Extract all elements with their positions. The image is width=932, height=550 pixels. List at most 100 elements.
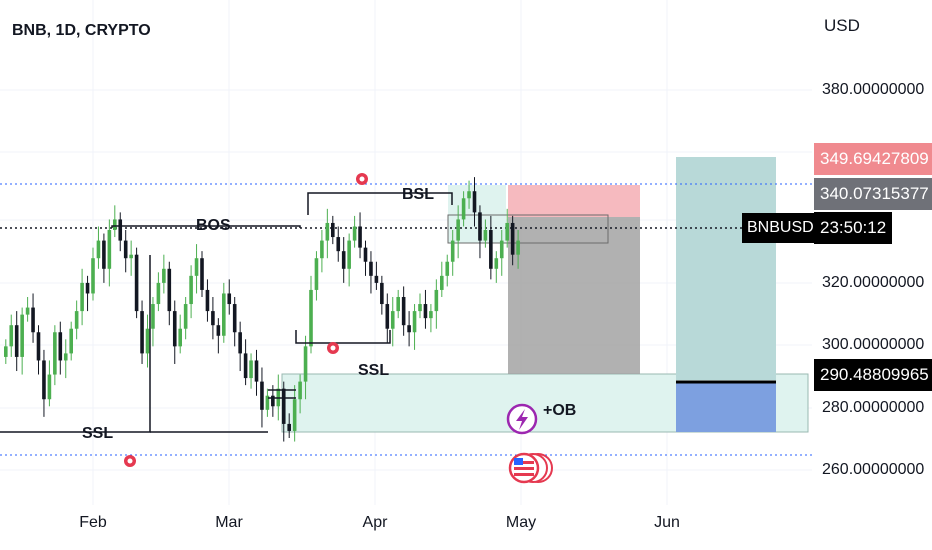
candle-body [434, 289, 439, 312]
candle-body [423, 304, 428, 319]
candle-body [102, 240, 106, 269]
flag-stripes [514, 467, 534, 470]
candles [4, 177, 520, 442]
bsl-label: BSL [402, 186, 434, 203]
candle-body [167, 268, 172, 312]
x-tick-label: Mar [215, 514, 243, 531]
candle-body [352, 226, 357, 241]
x-tick-label: Jun [654, 514, 680, 531]
candle-body [200, 258, 204, 290]
short-stop-zone [508, 185, 640, 217]
candle-body [483, 230, 488, 241]
candle-body [53, 332, 57, 375]
candle-body [232, 304, 237, 333]
candle-body [58, 332, 63, 361]
candle-body [510, 222, 515, 255]
candle-body [341, 251, 346, 269]
candle-body [118, 219, 123, 241]
candle-body [249, 360, 253, 379]
candle-body [145, 328, 150, 354]
currency-label: USD [824, 16, 860, 35]
candle-body [418, 304, 422, 312]
candle-body [189, 275, 193, 305]
candle-body [336, 237, 341, 252]
candle-body [227, 293, 232, 305]
lightning-glyph [516, 409, 528, 430]
candle-body [260, 381, 264, 410]
candle-body [445, 261, 450, 276]
symbol-tag[interactable]: BNBUSD [742, 213, 819, 243]
candle-body [450, 240, 455, 262]
y-tick-label: 280.00000000 [822, 399, 925, 416]
marker-inner [359, 176, 365, 182]
candle-body [183, 304, 188, 329]
candle-body [412, 311, 417, 333]
candle-body [216, 325, 221, 336]
candle-body [440, 275, 444, 290]
candle-body [281, 388, 286, 424]
candle-body [494, 258, 499, 269]
candle-body [325, 222, 330, 241]
ssl-line-mid [295, 330, 391, 344]
candle-body [461, 198, 466, 220]
candle-body [456, 219, 460, 241]
candle-body [222, 293, 226, 336]
candle-body [358, 226, 362, 248]
short-loss-zone [508, 217, 640, 374]
grey-box-outline [447, 214, 609, 244]
candle-body [140, 311, 144, 354]
candle-body [363, 247, 368, 262]
candle-body [9, 325, 14, 347]
marker-inner [127, 458, 133, 464]
stop-price-label: 349.69427809 [814, 143, 932, 175]
candle-body [292, 399, 297, 431]
candle-body [303, 346, 308, 382]
candle-body [63, 353, 68, 361]
candle-body [178, 328, 182, 347]
candle-body [396, 296, 400, 312]
x-tick-label: Feb [79, 514, 107, 531]
y-tick-label: 260.00000000 [822, 461, 925, 478]
candle-body [129, 254, 133, 259]
candle-body [407, 325, 411, 333]
candle-body [478, 212, 482, 241]
candle-body [374, 275, 379, 283]
candle-body [96, 240, 101, 259]
candle-body [472, 191, 477, 213]
candle-body [31, 307, 35, 333]
flag-stripes [514, 461, 534, 464]
candle-body [265, 395, 270, 410]
candle-body [113, 219, 117, 231]
candle-body [14, 325, 19, 357]
candle-body [401, 296, 406, 326]
candle-body [429, 311, 433, 319]
candle-body [123, 240, 128, 259]
long-entry-zone [676, 382, 776, 432]
candle-body [36, 332, 41, 361]
ssl-label-mid: SSL [358, 362, 390, 379]
y-tick-label: 320.00000000 [822, 274, 925, 291]
candle-body [347, 240, 351, 269]
candle-body [134, 254, 139, 312]
ob-label: +OB [543, 402, 577, 419]
y-tick-label: 300.00000000 [822, 336, 925, 353]
candle-body [331, 222, 335, 238]
countdown-label: 23:50:12 [814, 212, 893, 244]
candle-body [69, 328, 73, 354]
candle-body [320, 240, 324, 259]
candle-body [74, 311, 79, 329]
candle-body [47, 374, 52, 400]
candle-body [314, 258, 319, 290]
candle-body [287, 423, 291, 431]
candle-body [151, 304, 155, 329]
long-target-zone [676, 157, 776, 380]
candle-body [385, 304, 390, 329]
chart-title: BNB, 1D, CRYPTO [12, 22, 151, 39]
candle-body [467, 191, 471, 199]
candle-body [85, 282, 90, 294]
marker-inner [330, 345, 336, 351]
candle-body [211, 311, 215, 326]
candle-body [20, 314, 24, 357]
candle-body [80, 282, 84, 312]
